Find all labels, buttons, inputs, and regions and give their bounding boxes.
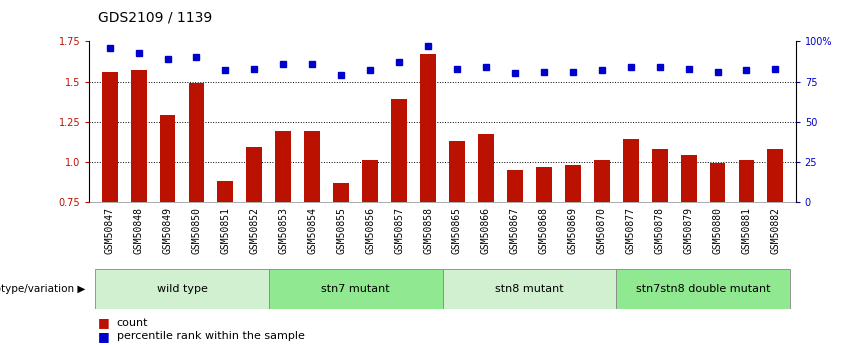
Text: stn7 mutant: stn7 mutant xyxy=(322,284,390,294)
Text: GSM50850: GSM50850 xyxy=(191,207,202,254)
Bar xyxy=(420,54,436,202)
Text: percentile rank within the sample: percentile rank within the sample xyxy=(117,332,305,341)
Text: GSM50856: GSM50856 xyxy=(365,207,375,254)
Bar xyxy=(710,163,726,202)
Bar xyxy=(189,83,204,202)
Text: GSM50880: GSM50880 xyxy=(712,207,722,254)
Text: GDS2109 / 1139: GDS2109 / 1139 xyxy=(98,10,212,24)
Text: GSM50878: GSM50878 xyxy=(654,207,665,254)
Bar xyxy=(305,131,320,202)
Bar xyxy=(739,160,755,202)
Bar xyxy=(478,135,494,202)
Bar xyxy=(768,149,784,202)
Text: GSM50858: GSM50858 xyxy=(423,207,433,254)
Text: count: count xyxy=(117,318,148,327)
Text: wild type: wild type xyxy=(157,284,208,294)
Bar xyxy=(536,167,551,202)
Bar xyxy=(101,72,117,202)
Bar xyxy=(391,99,407,202)
Bar xyxy=(247,147,262,202)
Text: GSM50881: GSM50881 xyxy=(741,207,751,254)
Text: GSM50857: GSM50857 xyxy=(394,207,404,254)
Bar xyxy=(276,131,291,202)
Bar xyxy=(507,170,523,202)
Text: GSM50870: GSM50870 xyxy=(597,207,607,254)
Text: GSM50849: GSM50849 xyxy=(163,207,173,254)
Text: GSM50882: GSM50882 xyxy=(770,207,780,254)
Text: GSM50877: GSM50877 xyxy=(625,207,636,254)
Bar xyxy=(95,269,269,309)
Text: GSM50854: GSM50854 xyxy=(307,207,317,254)
Text: GSM50879: GSM50879 xyxy=(683,207,694,254)
Text: GSM50851: GSM50851 xyxy=(220,207,231,254)
Text: GSM50853: GSM50853 xyxy=(278,207,288,254)
Text: genotype/variation ▶: genotype/variation ▶ xyxy=(0,284,85,294)
Text: GSM50866: GSM50866 xyxy=(481,207,491,254)
Bar xyxy=(681,155,696,202)
Bar xyxy=(594,160,609,202)
Bar xyxy=(652,149,667,202)
Bar xyxy=(130,70,146,202)
Text: ■: ■ xyxy=(98,316,110,329)
Text: ■: ■ xyxy=(98,330,110,343)
Bar xyxy=(623,139,638,202)
Text: GSM50865: GSM50865 xyxy=(452,207,462,254)
Bar xyxy=(616,269,790,309)
Text: GSM50847: GSM50847 xyxy=(105,207,115,254)
Bar xyxy=(443,269,616,309)
Bar xyxy=(565,165,580,202)
Text: GSM50848: GSM50848 xyxy=(134,207,144,254)
Text: stn7stn8 double mutant: stn7stn8 double mutant xyxy=(636,284,770,294)
Bar xyxy=(334,183,349,202)
Bar xyxy=(363,160,378,202)
Bar xyxy=(269,269,443,309)
Text: GSM50867: GSM50867 xyxy=(510,207,520,254)
Text: GSM50869: GSM50869 xyxy=(568,207,578,254)
Bar xyxy=(159,115,175,202)
Text: GSM50852: GSM50852 xyxy=(249,207,260,254)
Bar xyxy=(218,181,233,202)
Text: GSM50868: GSM50868 xyxy=(539,207,549,254)
Bar xyxy=(449,141,465,202)
Text: GSM50855: GSM50855 xyxy=(336,207,346,254)
Text: stn8 mutant: stn8 mutant xyxy=(495,284,563,294)
